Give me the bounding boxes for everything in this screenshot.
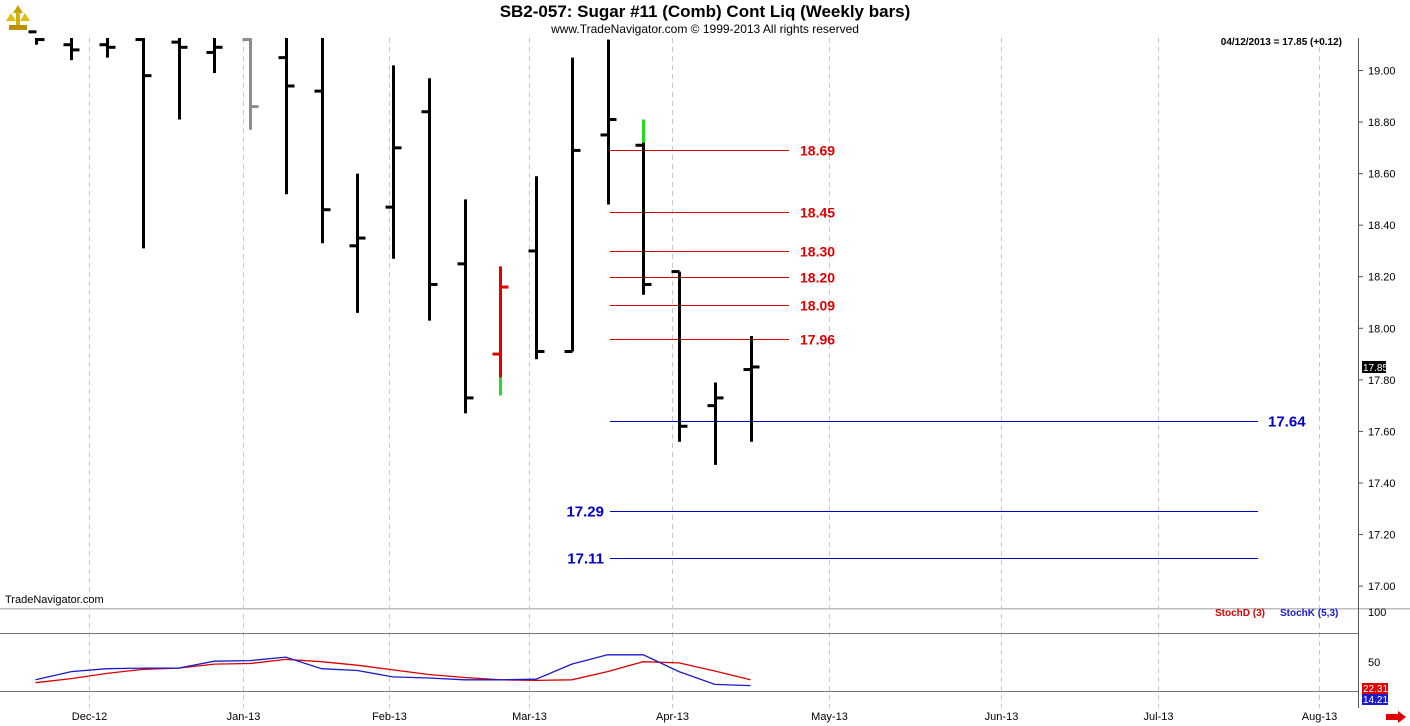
legend-stoch-k[interactable]: StochK (5,3) <box>1280 608 1339 619</box>
x-tick-label: Jul-13 <box>1144 711 1174 723</box>
y-tick-label: 18.60 <box>1368 169 1396 181</box>
stoch-d-value: 22.31 <box>1363 684 1388 695</box>
y-tick-label: 17.20 <box>1368 530 1396 542</box>
last-price-readout: 04/12/2013 = 17.85 (+0.12) <box>1220 37 1342 48</box>
y-tick-label: 18.00 <box>1368 323 1396 335</box>
watermark: TradeNavigator.com <box>5 594 104 606</box>
y-tick-label: 19.00 <box>1368 66 1396 78</box>
resistance-label: 18.20 <box>800 270 835 286</box>
stoch-k-value: 14.21 <box>1363 695 1388 706</box>
stoch-d-value-box <box>1362 683 1388 694</box>
y-tick-label: 17.60 <box>1368 426 1396 438</box>
resistance-label: 18.45 <box>800 205 835 221</box>
x-tick-label: Apr-13 <box>656 711 689 723</box>
resistance-label: 18.09 <box>800 298 835 314</box>
stoch-series-line <box>35 654 751 687</box>
chart-subtitle: www.TradeNavigator.com © 1999-2013 All r… <box>551 22 859 36</box>
support-label: 17.11 <box>567 551 604 568</box>
y-tick-label: 18.40 <box>1368 220 1396 232</box>
resistance-label: 18.69 <box>800 143 835 159</box>
support-label: 17.64 <box>1268 414 1306 431</box>
x-tick-label: Dec-12 <box>72 711 107 723</box>
scroll-right-arrow-icon[interactable] <box>1386 711 1406 723</box>
resistance-label: 17.96 <box>800 332 835 348</box>
chart-title: SB2-057: Sugar #11 (Comb) Cont Liq (Week… <box>499 2 911 21</box>
legend-stoch-d[interactable]: StochD (3) <box>1215 608 1265 619</box>
stoch-y-tick-label: 100 <box>1368 607 1386 619</box>
stoch-series-line <box>35 658 751 684</box>
panel-divider <box>0 608 1410 610</box>
support-label: 17.29 <box>566 504 604 521</box>
trade-navigator-logo-icon <box>6 5 30 30</box>
x-tick-label: Mar-13 <box>512 711 547 723</box>
y-tick-label: 18.20 <box>1368 272 1396 284</box>
y-tick-label: 17.00 <box>1368 581 1396 593</box>
x-tick-label: Aug-13 <box>1302 711 1337 723</box>
x-tick-label: Jan-13 <box>227 711 261 723</box>
x-tick-label: Feb-13 <box>372 711 407 723</box>
last-price-label: 17.85 <box>1363 363 1388 374</box>
stoch-y-tick-label: 50 <box>1368 657 1380 669</box>
last-price-box <box>1362 360 1386 373</box>
stoch-k-value-box <box>1362 694 1388 705</box>
resistance-label: 18.30 <box>800 244 835 260</box>
x-tick-label: May-13 <box>811 711 848 723</box>
y-tick-label: 18.80 <box>1368 117 1396 129</box>
x-tick-label: Jun-13 <box>985 711 1019 723</box>
y-tick-label: 17.80 <box>1368 375 1396 387</box>
y-tick-label: 17.40 <box>1368 478 1396 490</box>
